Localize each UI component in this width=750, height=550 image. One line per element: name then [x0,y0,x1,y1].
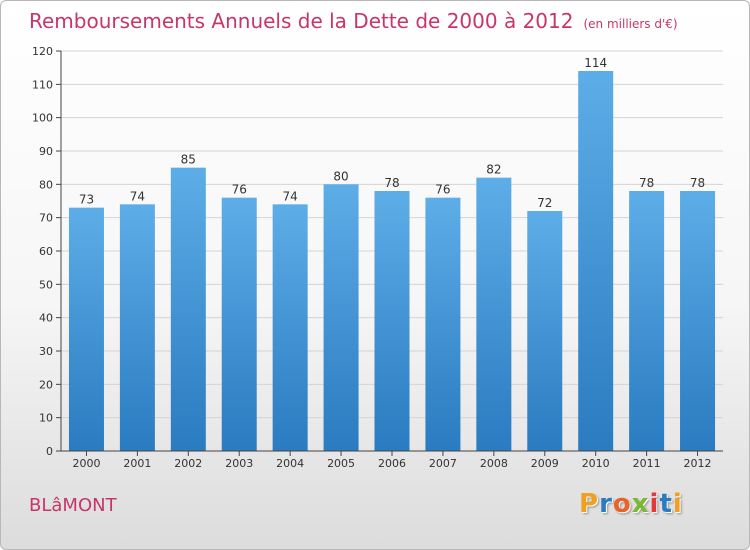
data-label: 78 [639,176,654,190]
y-axis-ticks: 0 10 20 30 40 50 60 70 80 90 100 110 120 [32,45,61,458]
bar [323,184,359,452]
x-tick-label: 2008 [480,457,508,470]
logo-letter: x [631,489,650,519]
y-tick-label: 110 [32,78,53,91]
y-tick-label: 20 [39,378,53,391]
x-tick-label: 2002 [174,457,202,470]
bar [170,167,206,451]
logo-letter: P [579,489,600,519]
y-tick-label: 90 [39,145,53,158]
y-tick-label: 100 [32,112,53,125]
y-tick-label: 0 [46,445,53,458]
bar [221,197,257,451]
y-tick-label: 10 [39,412,53,425]
data-label: 74 [283,189,298,203]
bar [68,207,104,451]
y-tick-label: 30 [39,345,53,358]
x-tick-label: 2010 [582,457,610,470]
y-tick-label: 80 [39,178,53,191]
brand-logo: Proxiti [579,489,683,519]
bar [527,211,563,451]
x-tick-label: 2006 [378,457,406,470]
data-label: 114 [584,56,607,70]
data-label: 78 [384,176,399,190]
bar [476,177,512,451]
logo-letter: o [612,489,632,519]
x-tick-label: 2005 [327,457,355,470]
data-label: 82 [486,163,501,177]
y-tick-label: 120 [32,45,53,58]
x-tick-label: 2003 [225,457,253,470]
y-tick-label: 70 [39,212,53,225]
logo-letter: i [672,489,683,519]
x-tick-label: 2007 [429,457,457,470]
bar [578,71,614,451]
x-tick-label: 2011 [633,457,661,470]
data-label: 76 [232,183,247,197]
bar [425,197,461,451]
chart-subtitle: (en milliers d'€) [583,17,678,31]
city-name: BLâMONT [29,495,117,516]
y-tick-label: 40 [39,312,53,325]
chart-title: Remboursements Annuels de la Dette de 20… [29,9,678,33]
data-labels: 73 74 85 76 74 80 78 76 82 72 114 78 78 [79,56,705,210]
data-label: 85 [181,153,196,167]
x-tick-label: 2012 [684,457,712,470]
logo-letter: r [599,489,613,519]
data-label: 73 [79,193,94,207]
bar [680,191,716,451]
y-tick-label: 60 [39,245,53,258]
x-tick-label: 2001 [123,457,151,470]
data-label: 74 [130,189,145,203]
bar [629,191,665,451]
bar [374,191,410,451]
logo-letter: i [649,489,660,519]
x-tick-label: 2000 [72,457,100,470]
data-label: 72 [537,196,552,210]
x-tick-label: 2009 [531,457,559,470]
data-label: 78 [690,176,705,190]
bar [272,204,308,451]
logo-letter: t [659,489,673,519]
data-label: 76 [435,183,450,197]
x-tick-label: 2004 [276,457,304,470]
y-tick-label: 50 [39,278,53,291]
data-label: 80 [333,169,348,183]
bar [119,204,155,451]
bars [68,71,716,452]
title-text: Remboursements Annuels de la Dette de 20… [29,9,574,33]
x-axis-ticks: 2000 2001 2002 2003 2004 2005 2006 2007 2008 2009… [72,451,712,470]
